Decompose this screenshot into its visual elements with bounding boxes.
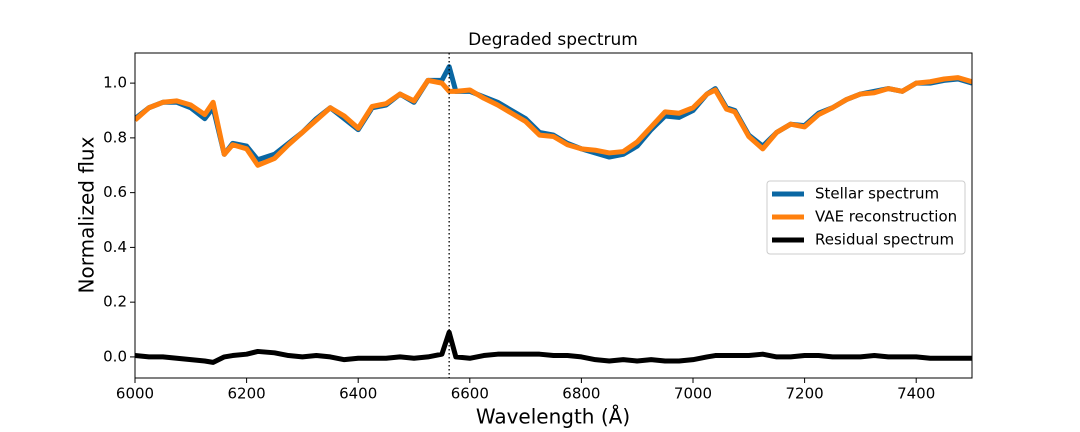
x-tick-label: 6400: [339, 385, 377, 403]
x-tick-label: 7000: [674, 385, 712, 403]
x-tick-label: 6200: [228, 385, 266, 403]
series-line: [135, 64, 972, 163]
x-tick-label: 7200: [786, 385, 824, 403]
legend-label: Residual spectrum: [815, 231, 954, 249]
y-tick-label: 0.8: [103, 128, 127, 146]
plot-frame: [134, 52, 973, 379]
y-tick-label: 1.0: [103, 74, 127, 92]
legend-label: VAE reconstruction: [815, 208, 957, 226]
x-tick-label: 6600: [451, 385, 489, 403]
x-axis-label: Wavelength (Å): [476, 405, 630, 429]
x-tick-label: 7400: [897, 385, 935, 403]
series-line: [135, 329, 972, 365]
y-tick-label: 0.2: [103, 293, 127, 311]
legend-label: Stellar spectrum: [815, 185, 939, 203]
x-tick-label: 6800: [562, 385, 600, 403]
x-tick-label: 6000: [116, 385, 154, 403]
legend-box: [766, 180, 966, 255]
y-tick-label: 0.6: [103, 183, 127, 201]
series-line: [135, 75, 972, 168]
y-tick-label: 0.0: [103, 347, 127, 365]
chart-title: Degraded spectrum: [468, 30, 638, 50]
legend: Stellar spectrum VAE reconstruction Residu…: [766, 180, 966, 255]
y-axis-label: Normalized flux: [75, 136, 99, 293]
y-tick-label: 0.4: [103, 238, 127, 256]
